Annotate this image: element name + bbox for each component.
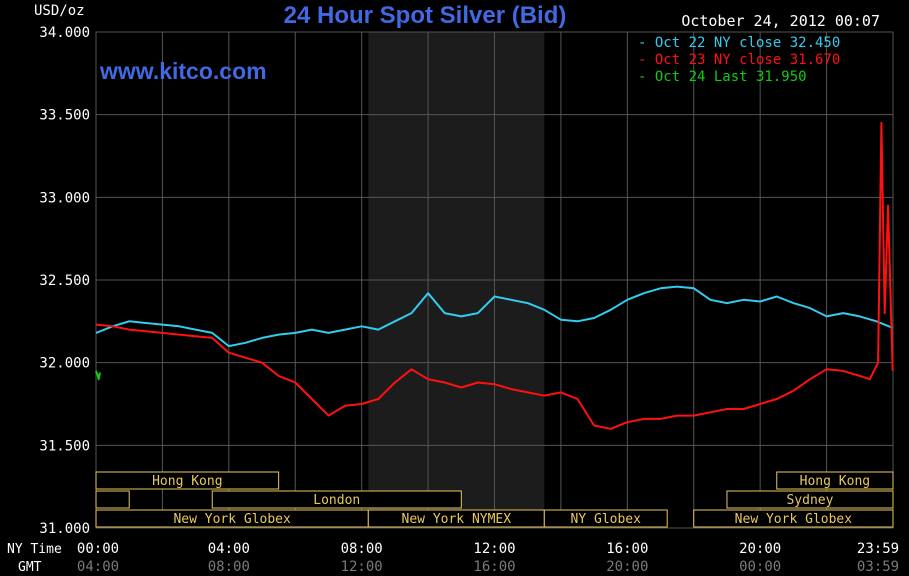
session-label: Hong Kong bbox=[152, 474, 222, 489]
x-tick-label-gmt: 12:00 bbox=[341, 559, 383, 575]
x-tick-label-gmt: 04:00 bbox=[77, 559, 119, 575]
timestamp: October 24, 2012 00:07 bbox=[681, 12, 880, 30]
legend-entry-oct24: - Oct 24 Last 31.950 bbox=[638, 69, 807, 85]
ny-time-row-label: NY Time bbox=[7, 542, 62, 557]
series-line-oct-22 bbox=[95, 285, 894, 348]
legend-entry-oct22: - Oct 22 NY close 32.450 bbox=[638, 35, 840, 51]
x-tick-label-ny: 00:00 bbox=[77, 541, 119, 557]
series-line-oct-24 bbox=[95, 370, 101, 381]
session-bar bbox=[95, 490, 130, 509]
y-tick-label: 34.000 bbox=[39, 25, 90, 41]
y-tick-label: 31.000 bbox=[39, 521, 90, 537]
x-tick-label-gmt: 03:59 bbox=[857, 559, 899, 575]
y-axis-ticks: 34.000 33.500 33.000 32.500 32.000 31.500 31.0… bbox=[39, 25, 90, 537]
y-unit-label: USD/oz bbox=[34, 3, 85, 19]
x-tick-label-gmt: 20:00 bbox=[606, 559, 648, 575]
session-bar bbox=[211, 490, 462, 509]
y-tick-label: 33.500 bbox=[39, 108, 90, 124]
gmt-row-label: GMT bbox=[18, 560, 42, 575]
x-tick-label-ny: 16:00 bbox=[606, 541, 648, 557]
y-tick-label: 32.500 bbox=[39, 273, 90, 289]
session-label: New York Globex bbox=[173, 512, 291, 527]
y-tick-label: 31.500 bbox=[39, 438, 90, 454]
session-bar bbox=[693, 509, 894, 528]
x-axis-ticks: 00:00 04:00 04:00 08:00 08:00 12:00 12:00 16:00… bbox=[77, 541, 899, 575]
session-label: NY Globex bbox=[571, 512, 642, 527]
price-series bbox=[95, 121, 894, 430]
x-tick-label-ny: 23:59 bbox=[857, 541, 899, 557]
watermark: www.kitco.com bbox=[99, 58, 267, 84]
series-line-oct-23 bbox=[95, 121, 894, 430]
legend: - Oct 22 NY close 32.450 - Oct 23 NY clo… bbox=[638, 35, 840, 85]
session-label: Sydney bbox=[786, 493, 833, 508]
session-bar bbox=[95, 471, 280, 490]
x-tick-label-ny: 04:00 bbox=[208, 541, 250, 557]
plot-frame bbox=[95, 31, 894, 529]
x-tick-label-ny: 08:00 bbox=[341, 541, 383, 557]
x-tick-label-gmt: 16:00 bbox=[473, 559, 515, 575]
session-label: London bbox=[313, 493, 360, 508]
session-bar bbox=[726, 490, 894, 509]
session-label: Hong Kong bbox=[800, 474, 870, 489]
chart-title: 24 Hour Spot Silver (Bid) bbox=[284, 2, 567, 29]
trading-sessions: Hong Kong London New York Globex New York N… bbox=[95, 471, 894, 528]
y-tick-label: 32.000 bbox=[39, 356, 90, 372]
x-tick-label-ny: 20:00 bbox=[739, 541, 781, 557]
x-tick-label-gmt: 00:00 bbox=[739, 559, 781, 575]
session-bar bbox=[543, 509, 668, 528]
x-tick-label-gmt: 08:00 bbox=[208, 559, 250, 575]
session-label: New York Globex bbox=[735, 512, 853, 527]
legend-entry-oct23: - Oct 23 NY close 31.670 bbox=[638, 52, 840, 68]
y-tick-label: 33.000 bbox=[39, 190, 90, 206]
session-bar bbox=[776, 471, 894, 490]
x-tick-label-ny: 12:00 bbox=[473, 541, 515, 557]
session-label: New York NYMEX bbox=[402, 512, 512, 527]
